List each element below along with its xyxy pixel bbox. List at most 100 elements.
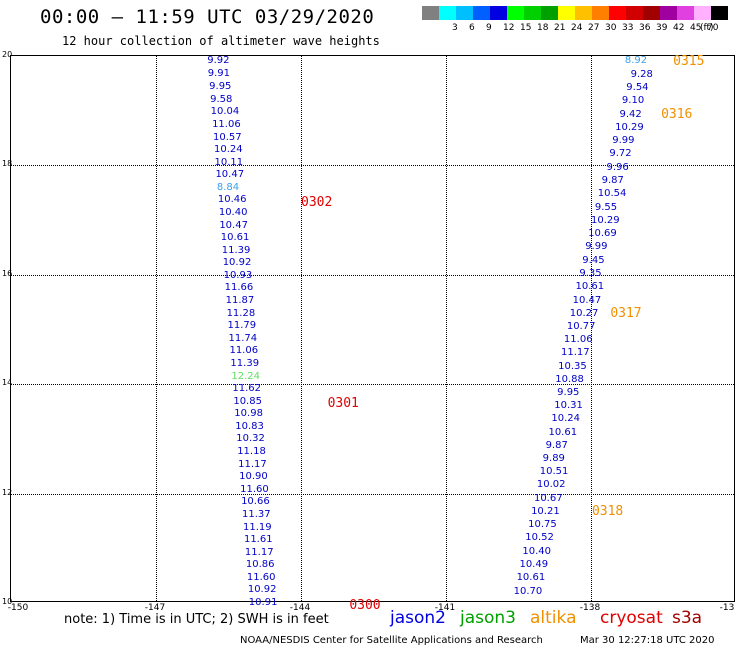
map-plot-area: 9.92 9.91 9.95 9.58 10.04 11.06 10.57 10.24 10.1…: [10, 53, 735, 612]
credit-text: NOAA/NESDIS Center for Satellite Applica…: [240, 635, 543, 646]
legend-swatch: [609, 6, 626, 20]
wave-height-value: 8.84: [216, 181, 240, 193]
wave-height-value: 9.35: [579, 267, 602, 279]
wave-height-value: 9.28: [630, 69, 653, 81]
wave-height-value: 10.92: [222, 257, 252, 269]
wave-height-value: 11.79: [227, 320, 257, 332]
pass-time-label: 0300: [349, 597, 381, 613]
y-tick-label: 20: [2, 50, 13, 59]
wave-height-value: 9.54: [626, 82, 649, 94]
wave-height-value: 9.92: [207, 55, 230, 67]
wave-height-value: 10.88: [555, 373, 584, 385]
satellite-cryosat-label: cryosat: [600, 608, 663, 628]
wave-height-value: 9.99: [585, 241, 608, 253]
wave-height-value: 9.45: [582, 254, 605, 266]
wave-height-value: 9.10: [621, 95, 645, 107]
legend-swatch: [660, 6, 677, 20]
wave-height-value: 11.18: [237, 446, 266, 458]
x-tick-label: -138: [579, 603, 601, 613]
legend-label: 33: [622, 23, 634, 33]
wave-height-value: 10.54: [597, 188, 627, 200]
wave-height-value: 10.98: [234, 408, 263, 420]
x-tick-label: -141: [434, 603, 456, 613]
wave-height-value: 10.29: [615, 122, 644, 134]
wave-height-value: 10.69: [588, 227, 617, 239]
wave-height-value: 10.51: [539, 466, 569, 478]
wave-height-value: 9.95: [209, 80, 232, 92]
legend-label: 9: [486, 23, 492, 33]
y-tick-label: 12: [2, 487, 13, 497]
latitude-gridline: [11, 165, 734, 167]
legend-swatch: [626, 6, 643, 20]
wave-height-value: 10.47: [572, 294, 602, 306]
footer-note: note: 1) Time is in UTC; 2) SWH is in fe…: [64, 612, 329, 627]
wave-height-value: 11.39: [230, 357, 260, 369]
legend-unit: (ft): [700, 23, 714, 33]
legend-label: 30: [605, 23, 617, 33]
legend-label: 3: [452, 23, 458, 33]
wave-height-value: 10.75: [528, 519, 557, 531]
wave-height-value: 10.32: [236, 433, 265, 445]
wave-height-value: 11.37: [242, 508, 271, 520]
wave-height-value: 10.70: [513, 585, 543, 597]
wave-height-value: 9.99: [612, 135, 635, 147]
x-tick-label: -150: [7, 603, 29, 613]
y-tick-label: 16: [2, 268, 13, 278]
wave-height-value: 10.61: [516, 572, 546, 584]
legend-label: 15: [520, 23, 532, 33]
satellite-s3a-label: s3a: [672, 608, 703, 628]
wave-height-value: 10.49: [519, 559, 549, 571]
wave-height-value: 11.17: [561, 347, 590, 359]
wave-height-value: 9.55: [594, 201, 618, 213]
legend-label: 24: [571, 23, 583, 33]
legend-label: 6: [469, 23, 475, 33]
wave-height-value: 11.61: [243, 534, 273, 546]
legend-swatch: [592, 6, 609, 20]
wave-height-value: 10.90: [239, 471, 268, 483]
wave-height-value: 10.83: [235, 420, 264, 432]
wave-height-value: 11.17: [238, 458, 267, 470]
legend-swatch: [490, 6, 507, 20]
pass-time-label: 0317: [610, 305, 642, 321]
wave-height-value: 11.62: [232, 383, 261, 395]
wave-height-value: 11.06: [212, 118, 241, 130]
wave-height-value: 11.74: [228, 332, 258, 344]
x-tick-label: -147: [144, 603, 166, 613]
wave-height-value: 11.06: [563, 333, 593, 345]
legend-label: 21: [554, 23, 566, 33]
y-tick-label: 14: [2, 378, 13, 388]
wave-height-value: 10.77: [566, 320, 596, 332]
wave-height-value: 10.52: [525, 532, 554, 544]
wave-height-value: 10.93: [223, 269, 253, 281]
pass-time-label: 0315: [673, 53, 705, 69]
wave-height-value: 9.91: [207, 68, 230, 80]
wave-height-value: 10.02: [536, 479, 566, 491]
wave-height-value: 10.40: [522, 545, 551, 557]
legend-swatch: [575, 6, 592, 20]
wave-height-value: 9.72: [609, 148, 632, 160]
wave-height-value: 10.27: [569, 307, 599, 319]
satellite-jason2-label: jason2: [390, 608, 446, 628]
wave-height-value: 9.87: [545, 440, 568, 451]
y-tick-label: 18: [2, 159, 13, 169]
wave-height-value: 9.89: [542, 453, 565, 465]
y-tick-label: 10: [2, 597, 13, 606]
wave-height-value: 10.47: [219, 219, 248, 231]
legend-swatch: [677, 6, 694, 20]
legend-swatch: [439, 6, 456, 20]
wave-height-value: 8.92: [624, 55, 648, 67]
legend-swatch: [473, 6, 490, 20]
legend-label: 70: [707, 23, 719, 33]
wave-height-value: 9.87: [601, 174, 624, 186]
longitude-gridline: [591, 56, 592, 601]
legend-swatch: [507, 6, 524, 20]
wave-height-value: 11.17: [244, 546, 274, 558]
wave-height-value: 11.06: [229, 345, 259, 357]
legend-swatch: [694, 6, 711, 20]
wave-height-value: 10.46: [217, 194, 247, 206]
wave-height-value: 9.42: [619, 108, 642, 120]
legend-swatch: [541, 6, 558, 20]
wave-height-value: 11.60: [246, 571, 276, 583]
pass-time-label: 0318: [591, 503, 624, 519]
wave-height-value: 10.91: [248, 597, 278, 608]
